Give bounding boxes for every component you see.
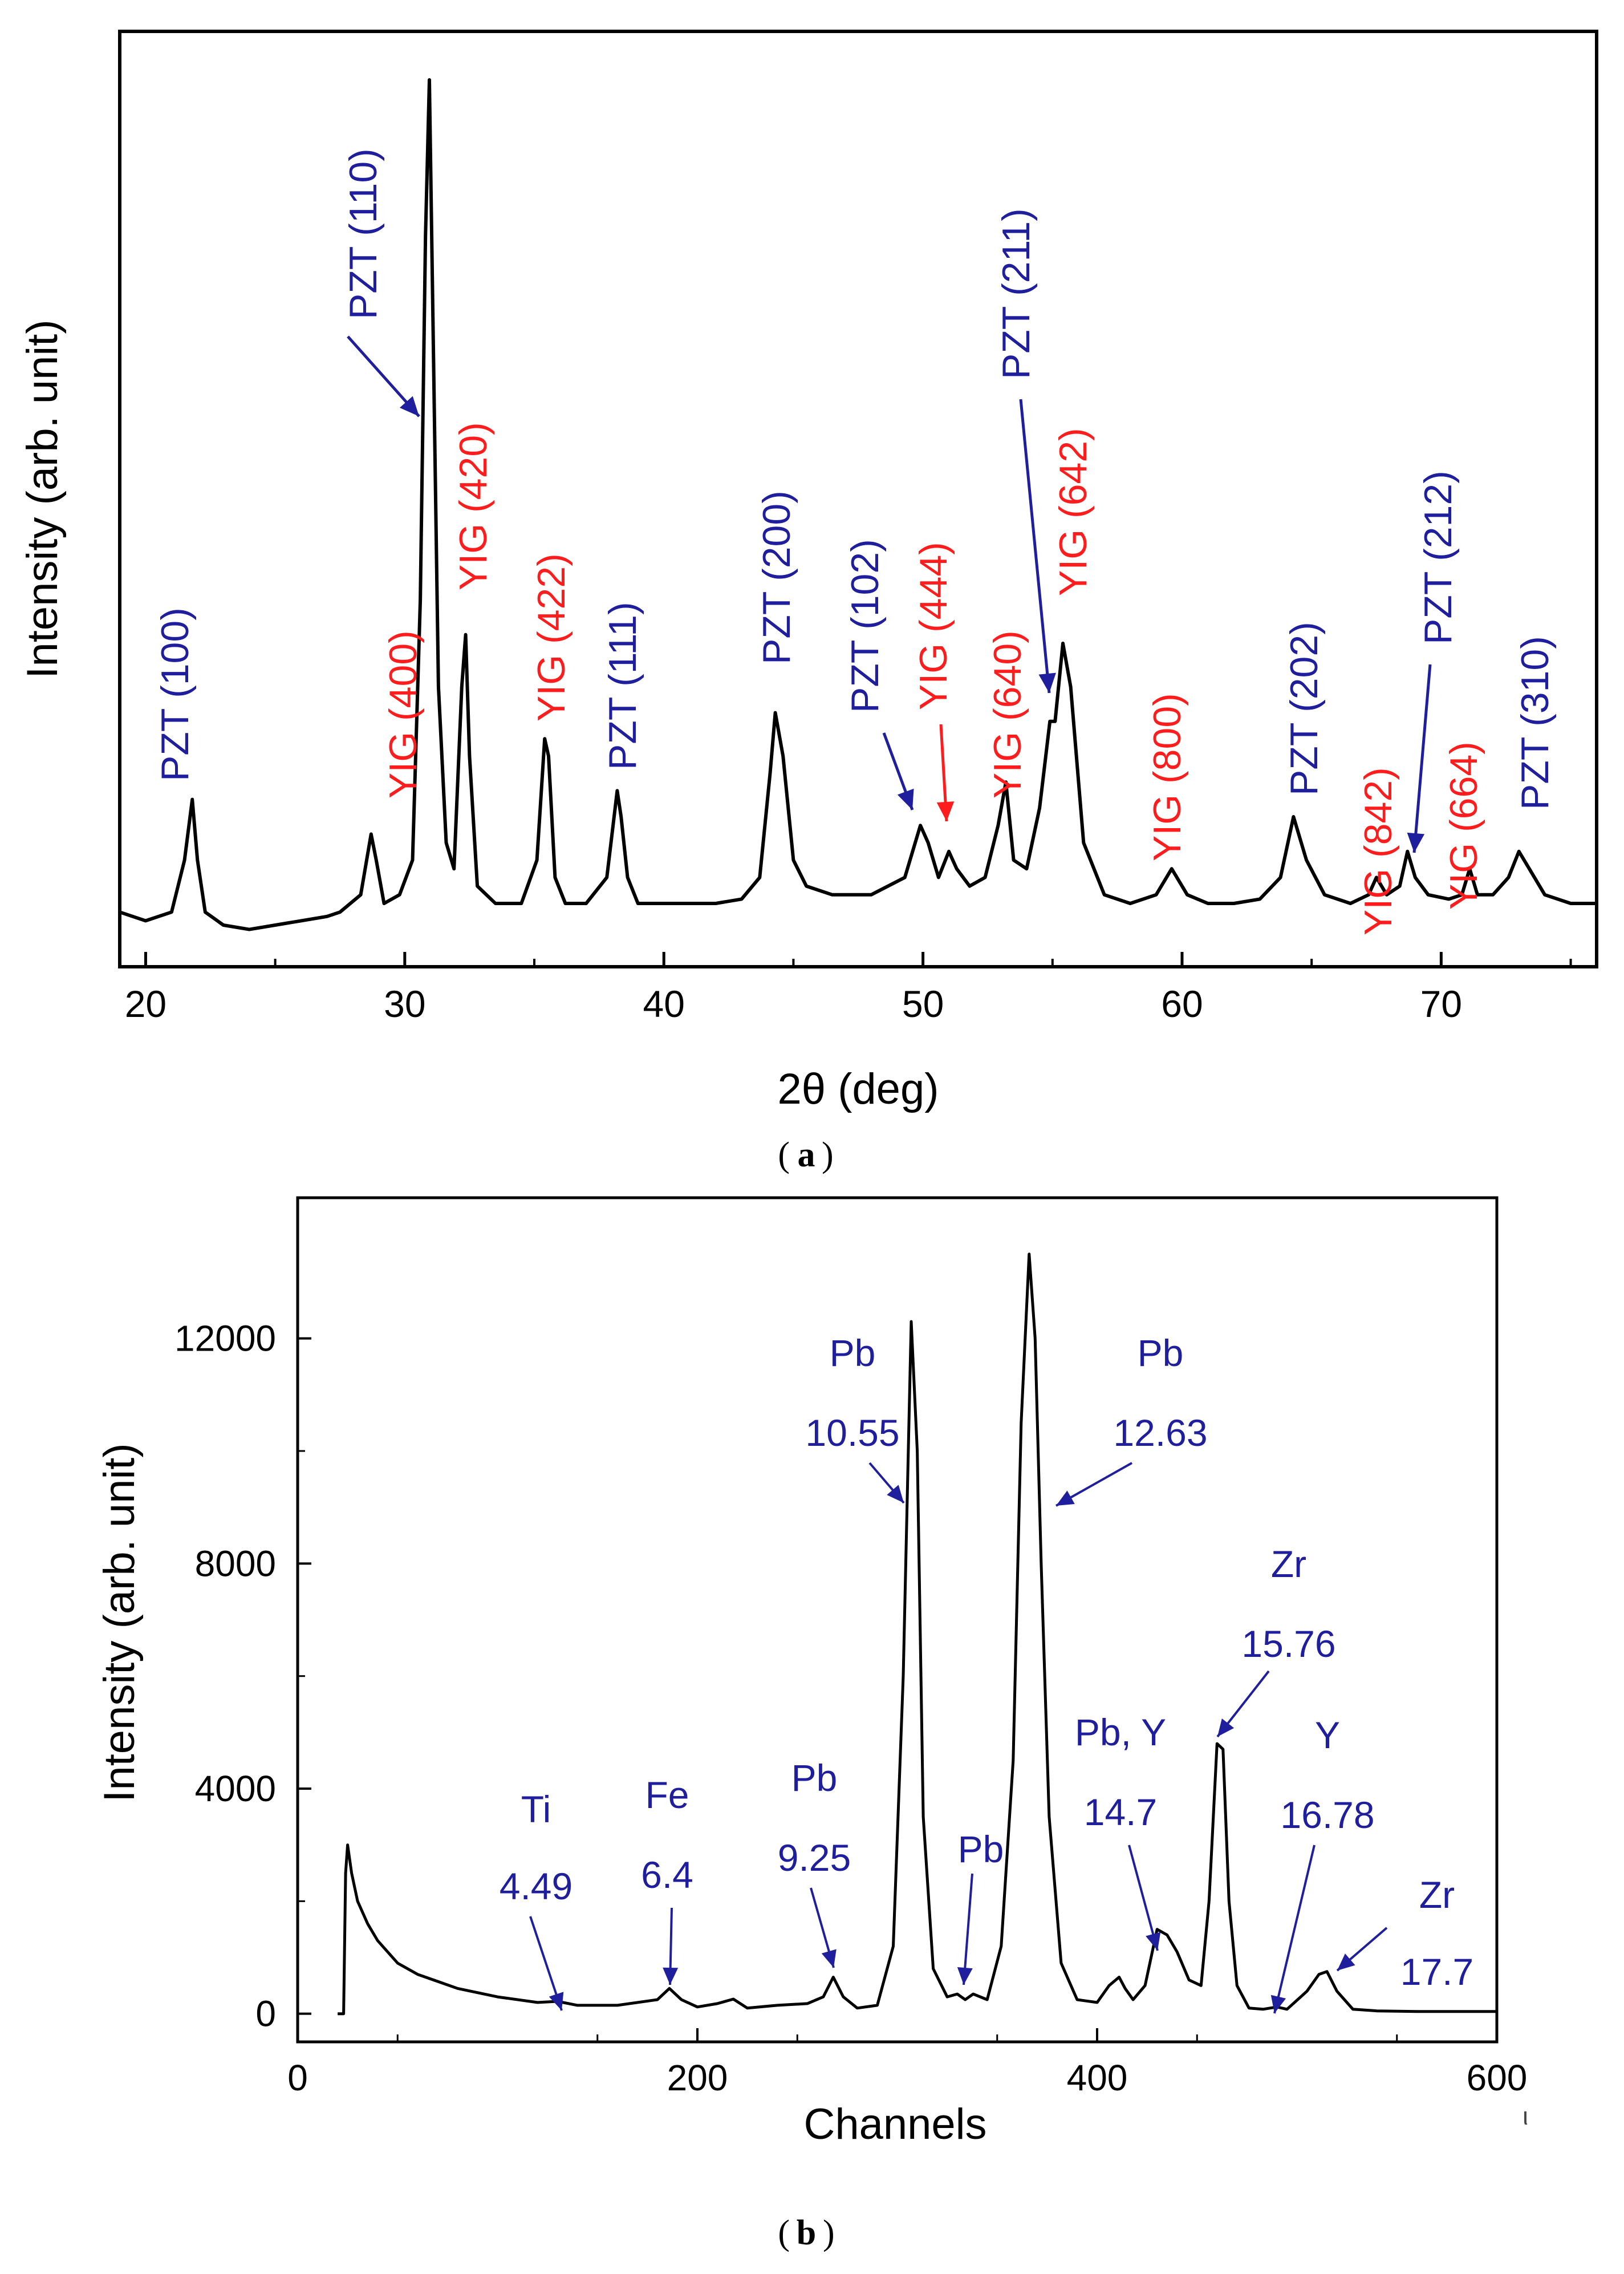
panel-b-x-tick-label: 200 [667, 2057, 728, 2098]
panel-b: 0 200 400 600 0 4000 8000 12000 Ti 4.49 Fe 6.4 Pb 9… [95, 1196, 1528, 2252]
panel-a-peak-label: PZT (211) [994, 208, 1038, 379]
panel-b-energy-label: 12.63 [1113, 1412, 1207, 1454]
panel-b-arrowhead [1337, 1953, 1355, 1971]
panel-b-energy-label: 6.4 [641, 1854, 693, 1896]
stray-mark: ι [1522, 2102, 1528, 2130]
panel-a-peak-label: PZT (310) [1513, 636, 1557, 810]
panel-b-label-arrow [1128, 1845, 1159, 1951]
panel-b-label-arrow [963, 1873, 973, 1985]
panel-a: 20 30 40 50 60 70 PZT (100) YIG (400) PZT (110)… [18, 30, 1598, 1174]
panel-a-arrowhead [936, 801, 955, 821]
panel-a-x-tick-label: 70 [1420, 983, 1462, 1025]
panel-b-arrowhead [821, 1949, 837, 1968]
panel-b-y-tick-label: 12000 [174, 1318, 276, 1359]
panel-a-x-axis-label: 2θ (deg) [777, 1065, 939, 1113]
panel-a-peak-label: PZT (100) [153, 607, 197, 781]
panel-a-x-tick-label: 40 [643, 983, 684, 1025]
panel-b-element-label: Zr [1271, 1543, 1306, 1585]
panel-b-energy-label: 16.78 [1280, 1794, 1374, 1836]
panel-b-arrowhead [1217, 1718, 1235, 1737]
panel-a-arrowhead [1038, 672, 1056, 693]
panel-b-element-label: Fe [645, 1774, 689, 1816]
panel-b-y-ticks: 0 4000 8000 12000 [174, 1318, 311, 2034]
panel-b-element-label: Y [1315, 1714, 1340, 1756]
panel-a-peak-label: YIG (642) [1051, 428, 1095, 596]
panel-a-caption-open: ( [778, 1136, 790, 1174]
panel-a-peak-label: YIG (400) [381, 630, 425, 798]
panel-a-peak-label: PZT (200) [755, 491, 798, 664]
panel-b-arrowhead [1056, 1490, 1075, 1506]
panel-b-plot-frame [296, 1196, 1499, 2044]
panel-a-xrd-line [119, 78, 1597, 931]
panel-b-arrowhead [663, 1967, 679, 1985]
panel-a-x-tick-label: 20 [125, 983, 167, 1025]
panel-b-y-axis-label: Intensity (arb. unit) [95, 1443, 144, 1802]
panel-b-caption-open: ( [778, 2214, 790, 2252]
panel-a-peak-label: PZT (102) [843, 539, 887, 713]
panel-b-energy-label: 14.7 [1084, 1791, 1157, 1833]
panel-b-energy-label: 4.49 [500, 1865, 573, 1907]
panel-b-x-tick-label: 0 [287, 2057, 308, 2098]
panel-b-arrowhead [1146, 1932, 1161, 1951]
panel-b-element-label: Pb [791, 1757, 838, 1799]
panel-b-element-label: Pb [1138, 1332, 1184, 1374]
panel-b-energy-label: 10.55 [805, 1412, 899, 1454]
panel-a-arrowhead [399, 396, 419, 416]
panel-b-element-label: Pb [958, 1828, 1004, 1870]
panel-b-peak-labels: Ti 4.49 Fe 6.4 Pb 9.25 Pb Pb 10.55 Pb 12.63 Pb, Y 14… [500, 1332, 1473, 2014]
panel-b-element-label: Ti [521, 1788, 551, 1830]
panel-b-caption: b [797, 2214, 816, 2252]
panel-a-y-axis-label: Intensity (arb. unit) [18, 319, 67, 678]
panel-b-arrowhead [957, 1967, 973, 1985]
panel-a-caption: a [798, 1136, 815, 1174]
panel-b-y-tick-label: 8000 [195, 1543, 276, 1584]
panel-b-arrowhead [1270, 1995, 1286, 2013]
panel-b-energy-label: 15.76 [1241, 1623, 1335, 1665]
panel-b-label-arrow [1273, 1845, 1316, 2014]
panel-a-peak-label: YIG (800) [1146, 693, 1189, 861]
panel-b-x-tick-label: 600 [1467, 2057, 1528, 2098]
panel-a-label-arrow [1412, 664, 1432, 853]
panel-b-y-tick-label: 0 [255, 1993, 276, 2034]
panel-a-peak-label: YIG (842) [1357, 767, 1400, 935]
panel-b-y-tick-label: 4000 [195, 1768, 276, 1809]
panel-a-x-tick-label: 60 [1161, 983, 1203, 1025]
panel-a-x-ticks: 20 30 40 50 60 70 [125, 952, 1572, 1025]
panel-a-peak-label: PZT (110) [342, 148, 385, 319]
panel-a-caption-close: ) [822, 1136, 834, 1174]
panel-b-x-tick-label: 400 [1067, 2057, 1128, 2098]
panel-a-peak-label: PZT (202) [1282, 622, 1326, 796]
panel-a-arrowhead [1407, 832, 1425, 853]
panel-a-arrowhead [897, 788, 914, 810]
panel-b-arrowhead [549, 1992, 564, 2010]
panel-b-energy-label: 9.25 [778, 1837, 851, 1879]
panel-a-peak-label: YIG (640) [986, 630, 1029, 798]
panel-a-peak-label: YIG (420) [452, 422, 495, 590]
panel-a-label-arrow [1019, 399, 1051, 694]
panel-b-x-ticks: 0 200 400 600 [287, 2028, 1527, 2098]
panel-b-element-label: Pb, Y [1075, 1711, 1166, 1753]
panel-a-x-tick-label: 30 [384, 983, 425, 1025]
panel-a-peak-label: YIG (664) [1442, 741, 1485, 910]
panel-b-arrowhead [887, 1485, 904, 1503]
panel-b-element-label: Pb [830, 1332, 876, 1374]
panel-a-peak-labels: PZT (100) YIG (400) PZT (110) YIG (420) YIG … [153, 148, 1557, 935]
panel-b-element-label: Zr [1419, 1874, 1455, 1916]
panel-b-x-axis-label: Channels [803, 2100, 986, 2149]
panel-a-peak-label: YIG (422) [530, 553, 573, 721]
panel-a-peak-label: YIG (444) [912, 542, 955, 710]
panel-a-x-tick-label: 50 [902, 983, 944, 1025]
panel-b-caption-close: ) [823, 2214, 835, 2252]
panel-a-peak-label: PZT (212) [1416, 471, 1460, 644]
panel-a-peak-label: PZT (111) [601, 602, 644, 770]
panel-b-energy-label: 17.7 [1400, 1951, 1473, 1993]
panel-a-plot-frame [118, 30, 1598, 968]
